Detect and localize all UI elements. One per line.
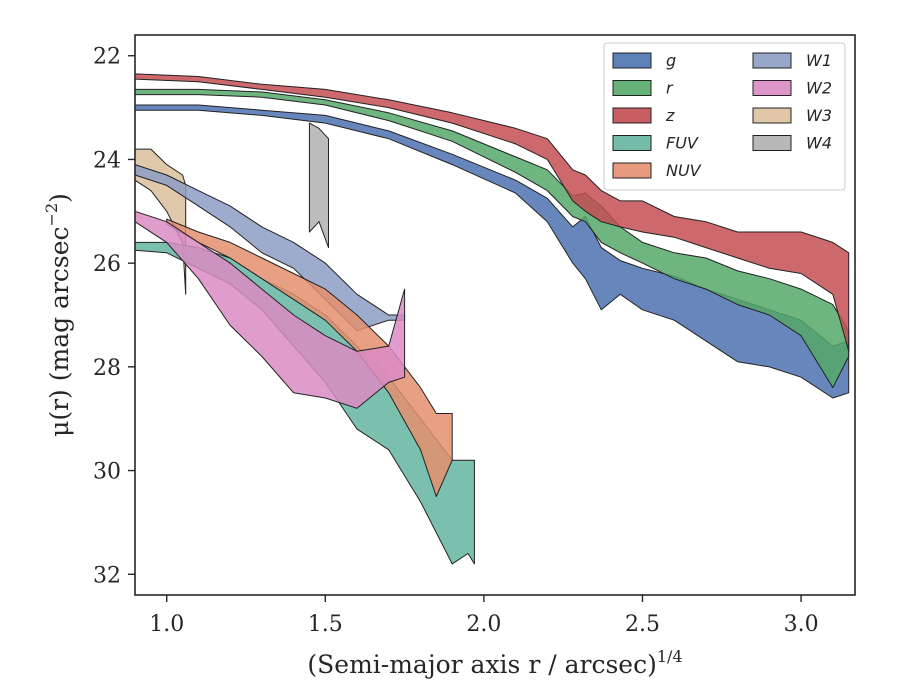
legend-swatch-r bbox=[612, 80, 652, 96]
y-axis-label: μ(r) (mag arcsec−2) bbox=[42, 193, 74, 437]
legend-label-z: z bbox=[665, 106, 675, 125]
legend-label-w1: W1 bbox=[806, 51, 832, 70]
band-g bbox=[134, 104, 850, 399]
legend-label-nuv: NUV bbox=[666, 161, 702, 180]
y-tick-label: 24 bbox=[93, 148, 121, 173]
series-layer bbox=[134, 73, 850, 565]
y-axis-ticks: 22 24 26 28 30 32 bbox=[93, 45, 135, 588]
band-w4 bbox=[308, 122, 329, 249]
x-axis-label-main: (Semi-major axis r / arcsec) bbox=[307, 650, 656, 679]
y-axis-label-suffix: ) bbox=[45, 193, 74, 203]
legend-label-fuv: FUV bbox=[666, 134, 699, 153]
band-r bbox=[134, 88, 850, 389]
legend: grz FUV NUV W1 W2 W3 W4 bbox=[603, 42, 846, 191]
y-axis-label-main: μ(r) (mag arcsec bbox=[45, 226, 74, 436]
x-axis-label: (Semi-major axis r / arcsec)1/4 bbox=[307, 647, 682, 679]
y-tick-label: 32 bbox=[93, 563, 121, 588]
legend-items: grz FUV NUV W1 W2 W3 W4 bbox=[612, 51, 832, 180]
legend-swatch-w3 bbox=[752, 107, 792, 124]
x-tick-label: 3.0 bbox=[784, 612, 819, 637]
legend-label-w2: W2 bbox=[806, 79, 832, 98]
legend-label-w3: W3 bbox=[806, 106, 832, 125]
legend-swatch-g bbox=[612, 52, 652, 69]
legend-label-w4: W4 bbox=[806, 134, 832, 153]
y-tick-label: 28 bbox=[93, 356, 121, 381]
y-tick-label: 22 bbox=[93, 45, 121, 70]
y-tick-label: 26 bbox=[93, 252, 121, 277]
x-tick-label: 2.5 bbox=[625, 612, 660, 637]
band-z bbox=[134, 73, 850, 352]
legend-swatch-w4 bbox=[752, 135, 792, 151]
legend-swatch-nuv bbox=[612, 162, 652, 179]
legend-swatch-z bbox=[612, 107, 652, 124]
x-axis-ticks: 1.0 1.5 2.0 2.5 3.0 bbox=[149, 595, 819, 637]
legend-label-g: g bbox=[666, 51, 676, 70]
band-w2 bbox=[134, 210, 406, 409]
x-tick-label: 2.0 bbox=[466, 612, 501, 637]
y-tick-label: 30 bbox=[93, 460, 121, 485]
legend-swatch-w1 bbox=[752, 52, 792, 69]
x-tick-label: 1.5 bbox=[308, 612, 343, 637]
legend-frame bbox=[603, 42, 846, 191]
plot-frame bbox=[134, 34, 856, 596]
legend-swatch-w2 bbox=[752, 80, 792, 96]
x-axis-label-sup: 1/4 bbox=[657, 647, 683, 666]
legend-label-r: r bbox=[666, 79, 674, 98]
legend-swatch-fuv bbox=[612, 135, 652, 151]
y-axis-label-sup: −2 bbox=[42, 203, 61, 227]
x-tick-label: 1.0 bbox=[149, 612, 184, 637]
